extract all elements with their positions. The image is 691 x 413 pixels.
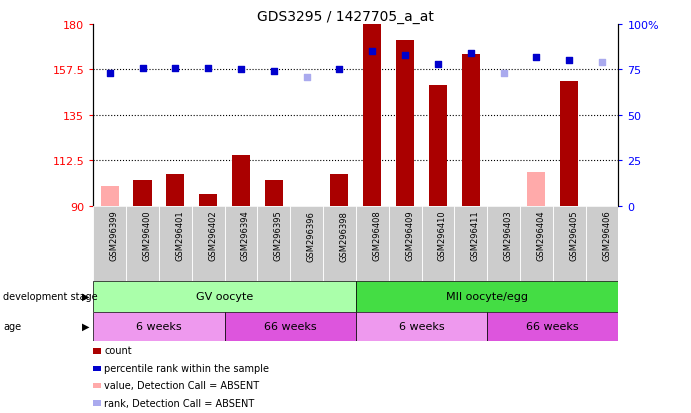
Bar: [232, 156, 250, 206]
Bar: [363, 25, 381, 206]
Bar: [487, 206, 520, 281]
Text: GSM296394: GSM296394: [241, 210, 250, 261]
Text: percentile rank within the sample: percentile rank within the sample: [104, 363, 269, 373]
Text: GSM296408: GSM296408: [372, 210, 381, 261]
Text: count: count: [104, 346, 132, 356]
Text: GSM296400: GSM296400: [142, 210, 151, 261]
Point: [564, 58, 575, 64]
Bar: [396, 41, 414, 206]
Bar: [487, 312, 618, 341]
Text: ▶: ▶: [82, 321, 90, 331]
Text: GSM296409: GSM296409: [405, 210, 414, 261]
Text: GSM296404: GSM296404: [536, 210, 545, 261]
Point: [367, 49, 378, 55]
Point: [531, 54, 542, 61]
Bar: [527, 172, 545, 206]
Text: GV oocyte: GV oocyte: [196, 291, 253, 301]
Bar: [126, 206, 159, 281]
Text: GSM296399: GSM296399: [110, 210, 119, 261]
Text: 66 weeks: 66 weeks: [264, 321, 316, 331]
Point: [334, 67, 345, 74]
Bar: [356, 206, 388, 281]
Text: 6 weeks: 6 weeks: [136, 321, 182, 331]
Text: value, Detection Call = ABSENT: value, Detection Call = ABSENT: [104, 380, 259, 390]
Bar: [133, 180, 151, 206]
Text: GSM296410: GSM296410: [438, 210, 447, 261]
Text: age: age: [3, 321, 21, 331]
Bar: [167, 174, 184, 206]
Bar: [101, 186, 119, 206]
Text: GSM296403: GSM296403: [504, 210, 513, 261]
Text: GDS3295 / 1427705_a_at: GDS3295 / 1427705_a_at: [257, 10, 434, 24]
Bar: [455, 206, 487, 281]
Text: GSM296406: GSM296406: [602, 210, 611, 261]
Bar: [265, 180, 283, 206]
Bar: [225, 312, 356, 341]
Bar: [422, 206, 455, 281]
Text: 66 weeks: 66 weeks: [527, 321, 579, 331]
Bar: [93, 312, 225, 341]
Text: GSM296405: GSM296405: [569, 210, 578, 261]
Bar: [462, 55, 480, 206]
Bar: [93, 281, 356, 312]
Bar: [330, 174, 348, 206]
Text: 6 weeks: 6 weeks: [399, 321, 444, 331]
Bar: [257, 206, 290, 281]
Text: rank, Detection Call = ABSENT: rank, Detection Call = ABSENT: [104, 398, 254, 408]
Text: GSM296398: GSM296398: [339, 210, 348, 261]
Point: [268, 69, 279, 75]
Point: [596, 59, 607, 66]
Text: GSM296402: GSM296402: [208, 210, 217, 261]
Text: development stage: development stage: [3, 291, 98, 301]
Point: [137, 65, 148, 72]
Bar: [159, 206, 192, 281]
Bar: [356, 281, 618, 312]
Bar: [323, 206, 356, 281]
Point: [465, 50, 476, 57]
Point: [170, 65, 181, 72]
Bar: [225, 206, 257, 281]
Bar: [429, 85, 447, 206]
Text: GSM296401: GSM296401: [176, 210, 184, 261]
Bar: [520, 206, 553, 281]
Bar: [199, 195, 217, 206]
Bar: [356, 312, 487, 341]
Point: [104, 71, 115, 77]
Point: [399, 52, 410, 59]
Point: [433, 62, 444, 68]
Text: GSM296395: GSM296395: [274, 210, 283, 261]
Text: GSM296396: GSM296396: [307, 210, 316, 261]
Point: [498, 71, 509, 77]
Bar: [192, 206, 225, 281]
Point: [236, 67, 247, 74]
Text: MII oocyte/egg: MII oocyte/egg: [446, 291, 528, 301]
Bar: [586, 206, 618, 281]
Bar: [553, 206, 586, 281]
Bar: [290, 206, 323, 281]
Point: [202, 65, 214, 72]
Text: GSM296411: GSM296411: [471, 210, 480, 261]
Bar: [560, 81, 578, 206]
Point: [301, 74, 312, 81]
Bar: [388, 206, 422, 281]
Text: ▶: ▶: [82, 291, 90, 301]
Bar: [93, 206, 126, 281]
